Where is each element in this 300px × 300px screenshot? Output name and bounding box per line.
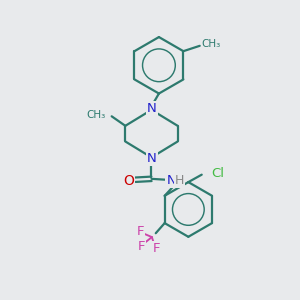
- Text: F: F: [136, 225, 144, 238]
- Text: O: O: [124, 174, 134, 188]
- Text: CH₃: CH₃: [86, 110, 106, 119]
- Text: N: N: [167, 173, 176, 187]
- Text: F: F: [153, 242, 161, 255]
- Text: Cl: Cl: [211, 167, 224, 180]
- Text: N: N: [147, 103, 157, 116]
- Text: F: F: [137, 240, 145, 253]
- Text: CH₃: CH₃: [201, 39, 220, 49]
- Text: N: N: [147, 152, 157, 165]
- Text: H: H: [175, 173, 184, 187]
